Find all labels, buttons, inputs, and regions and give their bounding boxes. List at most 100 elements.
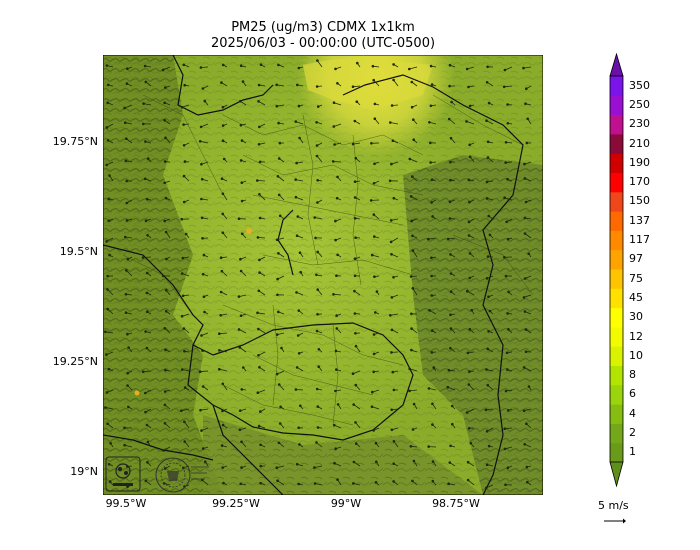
wind-vector-head (408, 389, 411, 393)
wind-vector-head (336, 403, 340, 406)
wind-vector (124, 104, 133, 109)
wind-vector-head (487, 329, 490, 333)
wind-vector-head (506, 103, 509, 106)
wind-vector-head (522, 409, 526, 413)
wind-vector-head (183, 440, 186, 443)
colorbar-segment (610, 326, 623, 347)
wind-vector-head (465, 289, 469, 293)
wind-vector-head (222, 481, 225, 485)
wind-vector-head (467, 220, 471, 224)
wind-vector-head (446, 385, 450, 389)
wind-vector-head (430, 256, 433, 260)
wind-vector-head (258, 125, 261, 129)
colorbar-tick-label: 1 (629, 445, 636, 459)
pm25-map (103, 55, 543, 495)
wind-vector-head (450, 422, 454, 426)
wind-vector-head (145, 197, 149, 201)
wind-vector-head (221, 139, 225, 142)
wind-vector-head (411, 249, 415, 252)
wind-vector-head (294, 388, 298, 391)
wind-vector-head (487, 444, 491, 448)
wind-vector-head (523, 162, 526, 166)
wind-vector-head (371, 64, 375, 68)
wind-vector-head (524, 102, 527, 105)
wind-vector-head (256, 391, 260, 395)
wind-vector-head (144, 140, 147, 143)
colorbar-segment (610, 249, 623, 270)
wind-vector-head (125, 67, 129, 71)
wind-vector-head (372, 429, 375, 432)
wind-vector-head (180, 409, 183, 413)
wind-vector-head (392, 388, 396, 392)
wind-vector-head (298, 251, 302, 255)
wind-vector-head (333, 423, 336, 427)
wind-vector-head (412, 459, 416, 463)
wind-vector-head (468, 143, 472, 147)
wind-vector-head (314, 236, 317, 240)
wind-vector-head (410, 327, 413, 330)
wind-vector-head (163, 181, 166, 185)
wind-vector-head (220, 81, 223, 84)
wind-vector-head (218, 367, 221, 371)
wind-vector-head (524, 328, 528, 331)
wind-vector-head (430, 329, 434, 332)
colorbar-segment (610, 423, 623, 444)
wind-vector-head (124, 269, 128, 272)
wind-vector-head (315, 387, 319, 391)
wind-vector-head (257, 353, 260, 357)
wind-vector-head (125, 179, 129, 183)
wind-vector (409, 158, 418, 163)
wind-vector-head (123, 121, 127, 124)
wind-vector-head (388, 313, 392, 317)
colorbar-segment (610, 346, 623, 366)
wind-vector-head (353, 119, 357, 123)
wind-vector-head (163, 467, 167, 470)
wind-vector-head (485, 180, 489, 184)
wind-vector-head (220, 269, 224, 273)
wind-vector-head (297, 66, 301, 70)
wind-vector-head (485, 119, 488, 122)
wind-vector-head (449, 290, 453, 294)
wind-vector-head (164, 196, 168, 200)
wind-vector-head (316, 288, 320, 291)
wind-vector-head (429, 104, 433, 108)
wind-vector-head (200, 197, 203, 201)
wind-vector-head (315, 154, 319, 158)
wind-vector (504, 85, 513, 88)
wind-vector-head (351, 372, 355, 376)
wind-vector-head (201, 272, 205, 276)
wind-vector-head (106, 139, 110, 142)
cdmx-seal (155, 457, 209, 493)
wind-vector-head (506, 237, 510, 241)
wind-vector-head (183, 420, 186, 424)
wind-vector-head (299, 270, 303, 274)
wind-vector-head (315, 144, 319, 147)
wind-vector (333, 161, 342, 163)
wind-vector-head (353, 196, 357, 199)
wind-vector-head (108, 253, 111, 257)
wind-vector-head (146, 234, 149, 237)
wind-vector-head (143, 391, 147, 395)
wind-vector-head (144, 80, 148, 84)
wind-vector-head (240, 181, 244, 184)
wind-vector-head (430, 351, 434, 354)
wind-vector-head (258, 216, 262, 220)
wind-vector-head (369, 199, 373, 202)
wind-vector-head (201, 87, 205, 90)
wind-vector-head (316, 105, 320, 108)
wind-vector-head (448, 84, 451, 88)
wind-vector-head (429, 161, 432, 164)
wind-vector-head (391, 139, 395, 142)
wind-vector-head (356, 61, 359, 65)
wind-vector-head (485, 197, 489, 200)
wind-vector-head (141, 122, 145, 126)
wind-vector-head (334, 349, 338, 353)
wind-vector-head (256, 311, 259, 315)
wind-vector-head (182, 63, 186, 67)
wind-vector-head (295, 462, 299, 466)
wind-vector-head (487, 214, 491, 218)
wind-vector-head (295, 366, 299, 369)
wind-vector-head (448, 63, 452, 67)
wind-vector (317, 60, 323, 68)
wind-vector-head (335, 314, 338, 317)
